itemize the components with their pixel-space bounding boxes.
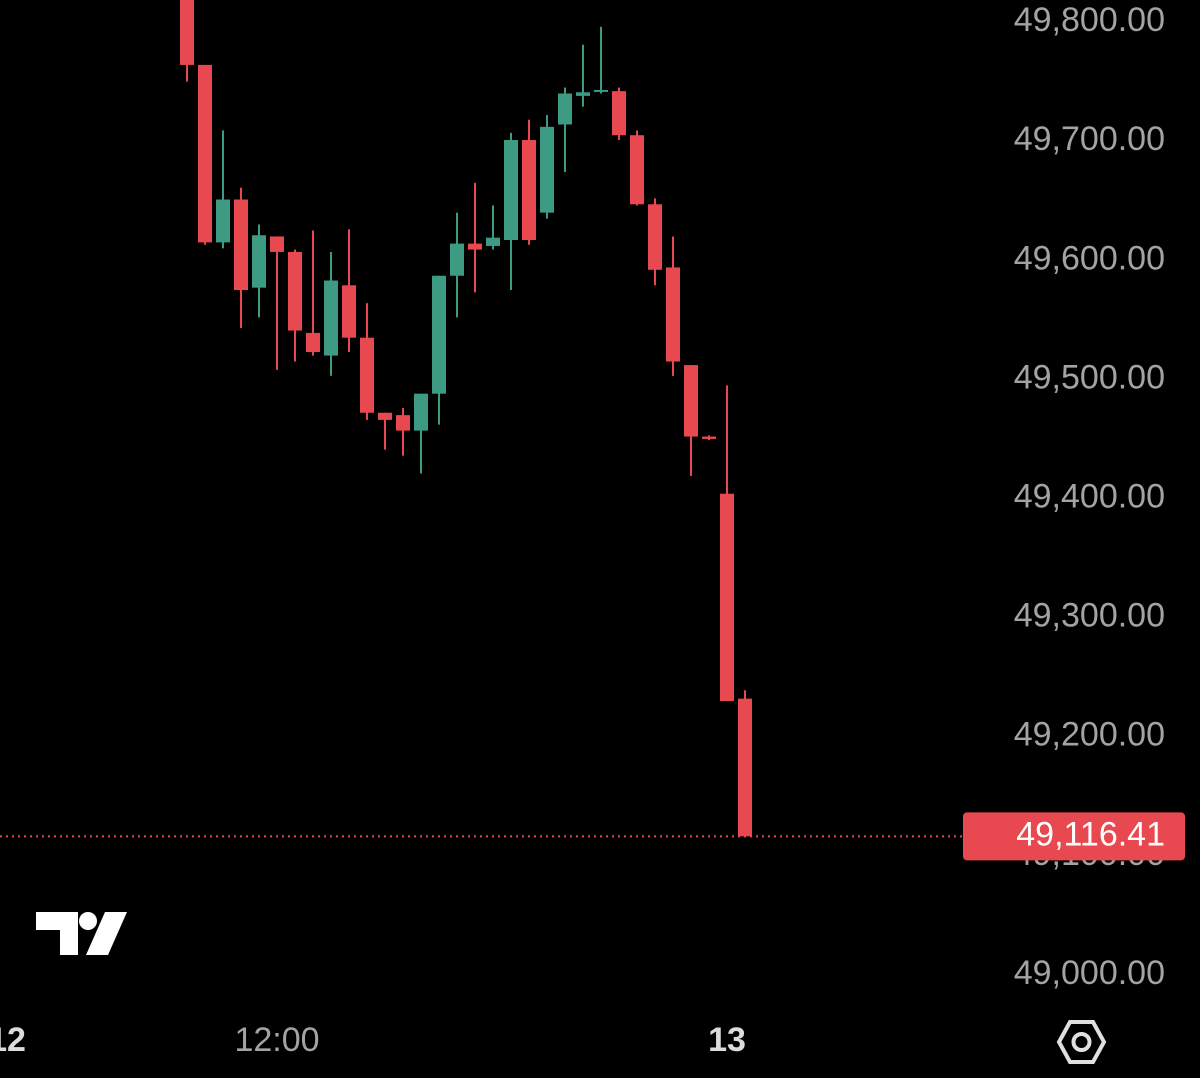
- candle-body: [396, 415, 410, 431]
- candle-body: [414, 393, 428, 431]
- candle-body: [342, 285, 356, 338]
- candle-body: [270, 236, 284, 252]
- y-tick-label: 49,000.00: [1014, 954, 1165, 992]
- candle-body: [504, 139, 518, 241]
- candle-body: [702, 436, 716, 439]
- candle-body: [630, 135, 644, 205]
- candle-body: [576, 92, 590, 96]
- y-tick-label: 49,400.00: [1014, 477, 1165, 515]
- plot-area: [180, 0, 752, 837]
- candle-body: [540, 126, 554, 213]
- candle-body: [648, 204, 662, 270]
- candle-body: [378, 412, 392, 420]
- candle-body: [432, 275, 446, 394]
- last-price-label: 49,116.41: [1016, 815, 1165, 853]
- y-tick-label: 49,600.00: [1014, 239, 1165, 277]
- candle-body: [450, 243, 464, 276]
- candle-body: [522, 139, 536, 241]
- y-tick-label: 49,200.00: [1014, 716, 1165, 754]
- candle-body: [324, 280, 338, 356]
- y-tick-label: 49,800.00: [1014, 1, 1165, 39]
- settings-button[interactable]: [1056, 1020, 1107, 1064]
- x-tick-label: 12:00: [234, 1021, 319, 1059]
- tradingview-logo: [36, 912, 127, 955]
- x-tick-label: 13: [708, 1021, 746, 1059]
- candle-body: [666, 267, 680, 362]
- candle-body: [486, 237, 500, 246]
- candle-body: [612, 91, 626, 136]
- candle-body: [468, 243, 482, 250]
- y-tick-label: 49,700.00: [1014, 120, 1165, 158]
- candle-body: [594, 89, 608, 92]
- candle-body: [720, 493, 734, 702]
- candle-body: [738, 698, 752, 837]
- last-price-box: [963, 812, 1185, 861]
- candle-body: [306, 332, 320, 352]
- x-tick-label: 12: [0, 1021, 26, 1059]
- candle-body: [360, 337, 374, 413]
- candle-body: [198, 64, 212, 243]
- candle-body: [288, 251, 302, 331]
- candle-body: [558, 93, 572, 125]
- candle-body: [180, 0, 194, 65]
- candle-body: [684, 365, 698, 437]
- candle-body: [252, 235, 266, 288]
- y-tick-label: 49,300.00: [1014, 597, 1165, 635]
- candle-body: [216, 199, 230, 243]
- candle-body: [234, 199, 248, 291]
- y-tick-label: 49,500.00: [1014, 358, 1165, 396]
